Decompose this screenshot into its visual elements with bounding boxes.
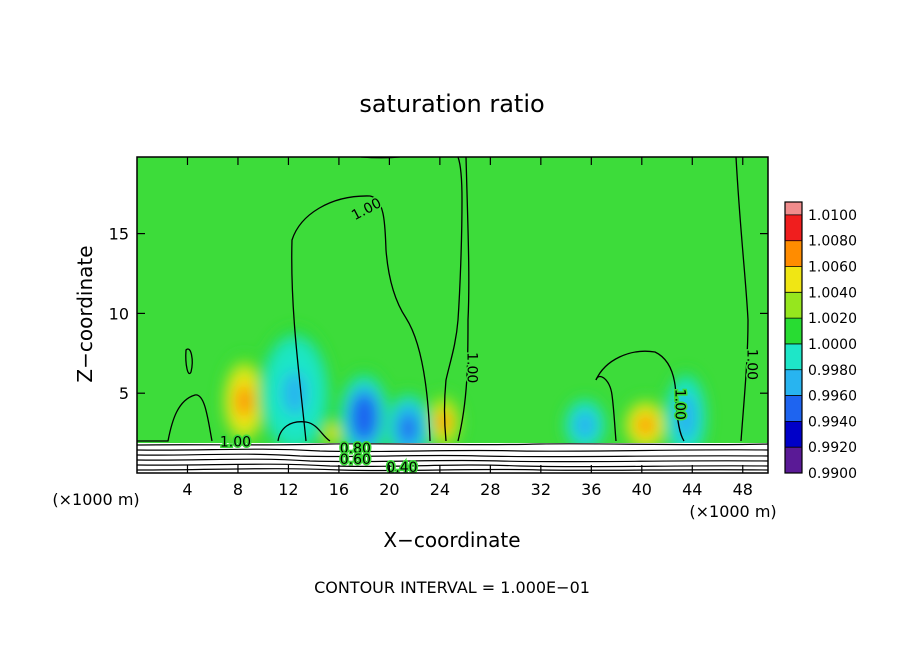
plot-frame bbox=[136, 156, 769, 474]
x-tick-label: 44 bbox=[682, 480, 702, 499]
colorbar-label: 0.9980 bbox=[808, 363, 857, 379]
x-axis-label: X−coordinate bbox=[383, 528, 520, 552]
feature-blob bbox=[423, 391, 464, 453]
x-tick-label: 40 bbox=[632, 480, 652, 499]
feature-level bbox=[288, 382, 302, 405]
colorbar-label: 1.0060 bbox=[808, 260, 857, 276]
y-tick-label: 5 bbox=[119, 384, 129, 403]
x-unit-right: (×1000 m) bbox=[689, 502, 776, 521]
feature-level bbox=[359, 409, 369, 426]
colorbar-swatch bbox=[785, 214, 802, 241]
x-tick-label: 12 bbox=[278, 480, 298, 499]
contour-label: 0.40 bbox=[386, 460, 417, 476]
field-features bbox=[220, 326, 709, 467]
x-tick-label: 8 bbox=[233, 480, 243, 499]
x-axis-ticks: 4 8 12 16 20 24 28 32 36 40 44 48 bbox=[182, 157, 753, 499]
colorbar-swatch bbox=[785, 447, 802, 473]
contour-label: 1.00 bbox=[672, 389, 688, 420]
colorbar-swatch bbox=[785, 202, 802, 215]
ground-band bbox=[137, 443, 768, 473]
colorbar-swatch bbox=[785, 292, 802, 319]
colorbar-swatch bbox=[785, 318, 802, 344]
contour-interval-footer: CONTOUR INTERVAL = 1.000E−01 bbox=[314, 578, 590, 597]
contour-label: 1.00 bbox=[463, 352, 479, 383]
x-tick-label: 4 bbox=[182, 480, 192, 499]
x-tick-label: 16 bbox=[329, 480, 349, 499]
colorbar-label: 1.0000 bbox=[808, 337, 857, 353]
feature-level bbox=[330, 430, 335, 436]
feature-level bbox=[682, 409, 690, 426]
y-axis-label: Z−coordinate bbox=[73, 245, 97, 382]
feature-level bbox=[404, 421, 413, 435]
x-tick-label: 36 bbox=[581, 480, 601, 499]
x-tick-label: 32 bbox=[531, 480, 551, 499]
contour-label: 1.00 bbox=[744, 349, 760, 380]
colorbar-swatch bbox=[785, 240, 802, 267]
contour-label: 1.00 bbox=[220, 435, 251, 451]
colorbar-label: 1.0040 bbox=[808, 285, 857, 301]
feature-blob bbox=[336, 369, 392, 466]
x-tick-label: 28 bbox=[480, 480, 500, 499]
y-axis-ticks: 5 10 15 bbox=[109, 225, 768, 403]
colorbar-label: 1.0100 bbox=[808, 208, 857, 224]
feature-level bbox=[581, 420, 589, 430]
y-tick-label: 10 bbox=[109, 304, 129, 323]
colorbar: 0.9900 0.9920 0.9940 0.9960 0.9980 1.0000 1.00… bbox=[784, 201, 857, 482]
chart-title: saturation ratio bbox=[359, 90, 544, 118]
x-tick-label: 48 bbox=[733, 480, 753, 499]
ground-contours bbox=[137, 443, 768, 472]
plot-area: 1.001.001.001.001.00 0.800.60 0.40 bbox=[137, 157, 768, 476]
colorbar-swatch bbox=[785, 266, 802, 293]
colorbar-swatch bbox=[785, 369, 802, 396]
colorbar-label: 1.0080 bbox=[808, 234, 857, 250]
colorbar-label: 0.9960 bbox=[808, 389, 857, 405]
colorbar-label: 0.9920 bbox=[808, 440, 857, 456]
feature-blob bbox=[562, 396, 608, 454]
colorbar-label: 1.0020 bbox=[808, 311, 857, 327]
colorbar-label: 0.9940 bbox=[808, 414, 857, 430]
x-tick-label: 24 bbox=[430, 480, 450, 499]
feature-level bbox=[440, 416, 447, 428]
x-tick-label: 20 bbox=[379, 480, 399, 499]
feature-blob bbox=[621, 396, 670, 454]
feature-level bbox=[240, 393, 249, 410]
colorbar-label: 0.9900 bbox=[808, 466, 857, 482]
colorbar-frame bbox=[784, 201, 803, 474]
colorbar-swatch bbox=[785, 395, 802, 422]
y-tick-label: 15 bbox=[109, 225, 129, 244]
contour-lines bbox=[137, 157, 749, 442]
colorbar-swatch bbox=[785, 343, 802, 370]
contour-labels: 1.001.001.001.001.00 0.800.60 0.40 bbox=[218, 194, 761, 476]
feature-blob bbox=[663, 369, 709, 466]
feature-level bbox=[641, 420, 650, 430]
colorbar-swatch bbox=[785, 421, 802, 448]
x-unit-left: (×1000 m) bbox=[52, 490, 139, 509]
feature-blob bbox=[220, 353, 269, 450]
contour-label: 0.60 bbox=[340, 452, 371, 468]
contour-label: 0.80 bbox=[340, 441, 371, 457]
feature-blob bbox=[256, 326, 333, 461]
